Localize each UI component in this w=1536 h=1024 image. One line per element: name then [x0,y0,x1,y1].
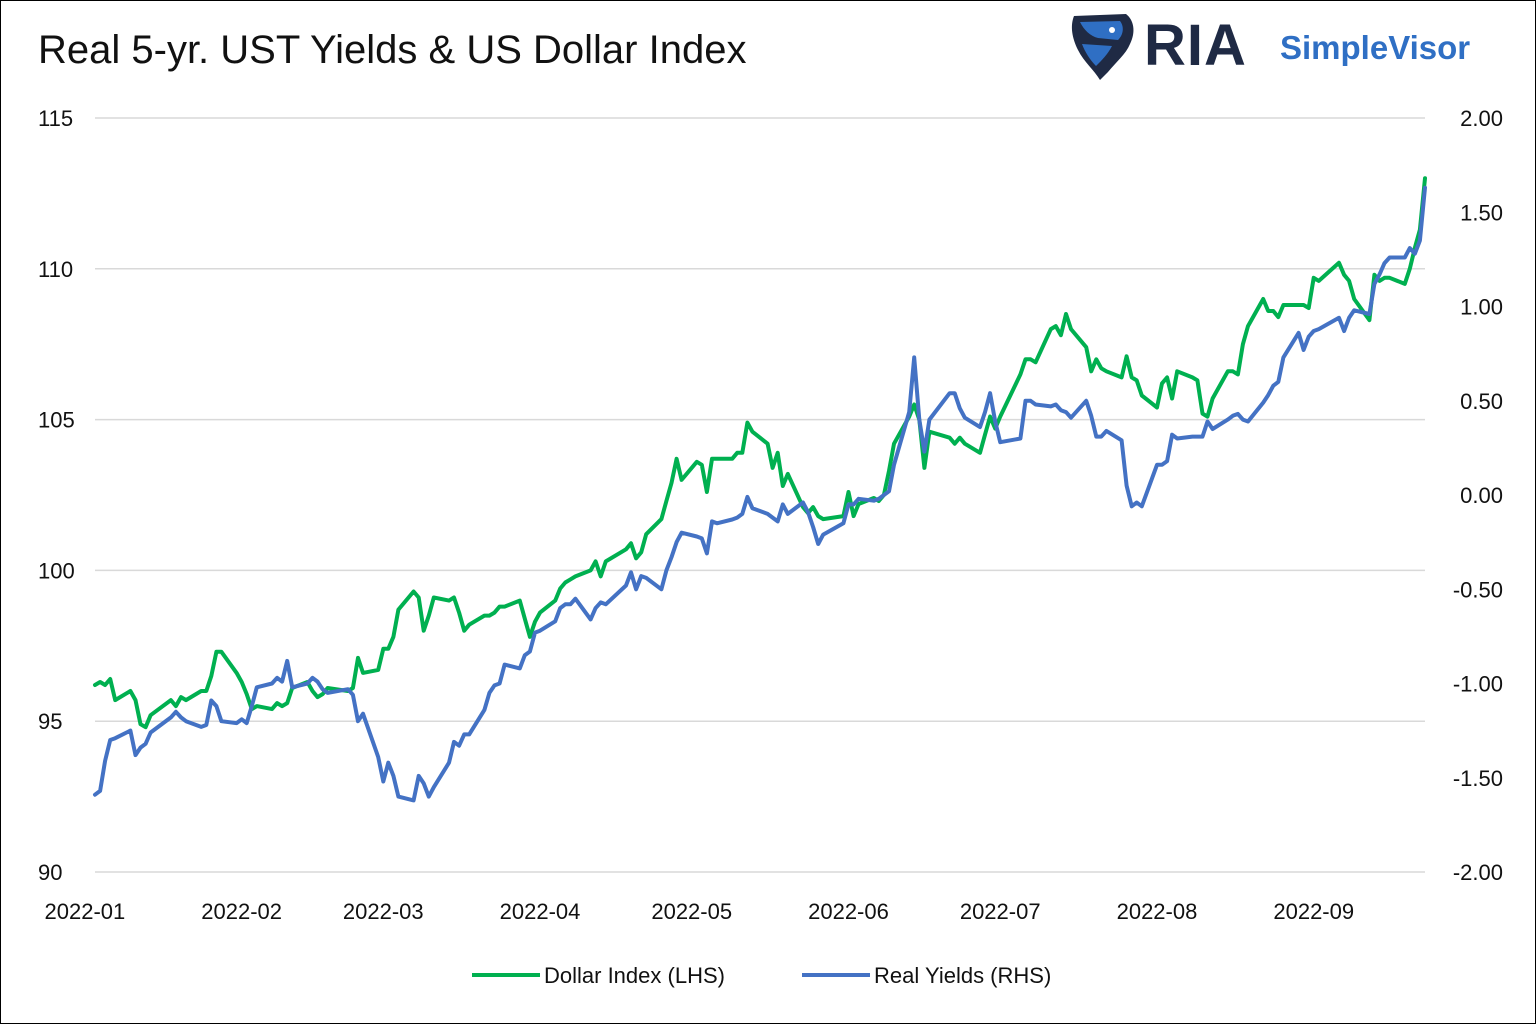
left-axis-tick-label: 105 [38,408,75,433]
x-axis-tick-label: 2022-01 [45,899,126,924]
eagle-head-icon [1071,14,1134,80]
x-axis-tick-label: 2022-08 [1117,899,1198,924]
right-axis-tick-label: -1.00 [1453,672,1503,697]
right-axis-tick-label: 1.50 [1460,200,1503,225]
x-axis-tick-label: 2022-06 [808,899,889,924]
left-axis-tick-labels: 90 95 100 105 110 115 [38,106,75,885]
right-axis-tick-label: 0.50 [1460,389,1503,414]
x-axis-tick-label: 2022-04 [500,899,581,924]
left-axis-tick-label: 115 [38,106,73,131]
gridlines [95,117,1425,873]
series-line-0 [93,176,1427,730]
series-lines [93,176,1427,803]
right-axis-tick-label: 2.00 [1460,106,1503,131]
right-axis-tick-label: -1.50 [1453,766,1503,791]
x-axis-tick-label: 2022-02 [201,899,282,924]
x-axis-tick-labels: 2022-01 2022-02 2022-03 2022-04 2022-05 2022-… [45,899,1355,924]
x-axis-tick-label: 2022-07 [960,899,1041,924]
left-axis-tick-label: 100 [38,558,75,583]
right-axis-tick-label: -2.00 [1453,860,1503,885]
brand-logo: RIA SimpleVisor [1068,8,1508,86]
logo-product-text: SimpleVisor [1280,29,1471,66]
right-axis-tick-labels: -2.00 -1.50 -1.00 -0.50 0.00 0.50 1.00 1.50 2.00 [1453,106,1503,885]
left-axis-tick-label: 110 [38,257,73,282]
right-axis-tick-label: 1.00 [1460,295,1503,320]
x-axis-tick-label: 2022-09 [1273,899,1354,924]
series-line-1 [93,185,1427,803]
legend-label: Real Yields (RHS) [874,963,1051,988]
left-axis-tick-label: 95 [38,709,62,734]
chart-title: Real 5-yr. UST Yields & US Dollar Index [38,28,747,72]
x-axis-tick-label: 2022-05 [651,899,732,924]
logo-brand-text: RIA [1144,13,1247,78]
legend-label: Dollar Index (LHS) [544,963,725,988]
right-axis-tick-label: 0.00 [1460,483,1503,508]
right-axis-tick-label: -0.50 [1453,577,1503,602]
legend: Dollar Index (LHS) Real Yields (RHS) [472,963,1051,988]
x-axis-tick-label: 2022-03 [343,899,424,924]
left-axis-tick-label: 90 [38,860,62,885]
